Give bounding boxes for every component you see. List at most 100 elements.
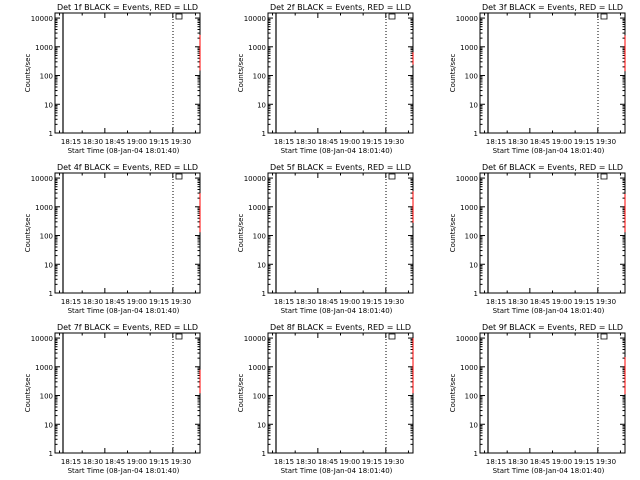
plot-frame <box>54 332 201 454</box>
y-tick-label: 10000 <box>456 15 478 23</box>
x-tick-label: 18:15 <box>274 298 294 306</box>
x-tick-label: 19:00 <box>340 298 360 306</box>
x-tick-label: 19:00 <box>127 298 147 306</box>
x-tick-label: 18:30 <box>508 138 528 146</box>
x-tick-label: 18:45 <box>105 458 125 466</box>
x-tick-label: 19:15 <box>149 458 169 466</box>
x-tick-label: 18:30 <box>83 458 103 466</box>
x-tick-label: 19:30 <box>384 298 404 306</box>
x-tick-label: 18:45 <box>105 138 125 146</box>
plot-frame <box>267 332 414 454</box>
y-tick-label: 10 <box>469 261 478 269</box>
x-axis-label: Start Time (08-Jan-04 18:01:40) <box>493 147 605 155</box>
marker-flag-icon <box>600 333 608 340</box>
x-tick-label: 19:30 <box>171 458 191 466</box>
x-tick-label: 18:30 <box>296 298 316 306</box>
x-axis-label: Start Time (08-Jan-04 18:01:40) <box>493 467 605 475</box>
y-tick-label: 1000 <box>35 364 53 372</box>
y-axis-label: Counts/sec <box>449 214 457 253</box>
x-tick-label: 19:30 <box>384 138 404 146</box>
panel-2: Det 2f BLACK = Events, RED = LLD 1 10 100 10… <box>237 3 414 155</box>
x-tick-label: 18:30 <box>83 138 103 146</box>
panel-9: Det 9f BLACK = Events, RED = LLD 1 10 100 10… <box>449 323 626 475</box>
plot-frame <box>479 332 626 454</box>
y-tick-label: 10000 <box>456 175 478 183</box>
marker-flag-icon <box>175 13 183 20</box>
y-tick-label: 10 <box>44 101 53 109</box>
plot-title: Det 4f BLACK = Events, RED = LLD <box>57 163 198 172</box>
y-tick-label: 10 <box>469 421 478 429</box>
y-tick-label: 100 <box>40 73 53 81</box>
y-tick-label: 1 <box>474 450 478 458</box>
y-tick-label: 10 <box>469 101 478 109</box>
x-axis-label: Start Time (08-Jan-04 18:01:40) <box>281 307 393 315</box>
y-tick-label: 10000 <box>244 335 266 343</box>
y-axis-label: Counts/sec <box>237 214 245 253</box>
marker-flag-icon <box>388 173 396 180</box>
panel-5: Det 5f BLACK = Events, RED = LLD 1 10 100 10… <box>237 163 414 315</box>
plot-title: Det 3f BLACK = Events, RED = LLD <box>482 3 623 12</box>
y-tick-label: 100 <box>253 73 266 81</box>
x-tick-label: 18:15 <box>61 298 81 306</box>
x-tick-label: 19:00 <box>340 458 360 466</box>
x-tick-label: 18:30 <box>508 458 528 466</box>
x-tick-label: 19:30 <box>384 458 404 466</box>
x-tick-label: 19:00 <box>127 458 147 466</box>
y-tick-label: 1000 <box>248 204 266 212</box>
y-tick-label: 1000 <box>460 204 478 212</box>
panel-8: Det 8f BLACK = Events, RED = LLD 1 10 100 10… <box>237 323 414 475</box>
y-tick-label: 100 <box>40 233 53 241</box>
y-tick-label: 1 <box>262 290 266 298</box>
y-axis-label: Counts/sec <box>449 374 457 413</box>
plot-frame <box>267 12 414 134</box>
plot-frame <box>54 12 201 134</box>
x-tick-label: 19:00 <box>552 138 572 146</box>
x-tick-label: 19:00 <box>127 138 147 146</box>
y-tick-label: 1 <box>262 450 266 458</box>
x-tick-label: 19:00 <box>552 458 572 466</box>
x-axis-label: Start Time (08-Jan-04 18:01:40) <box>281 147 393 155</box>
x-tick-label: 19:00 <box>552 298 572 306</box>
panel-6: Det 6f BLACK = Events, RED = LLD 1 10 100 10… <box>449 163 626 315</box>
y-tick-label: 100 <box>253 393 266 401</box>
plot-title: Det 7f BLACK = Events, RED = LLD <box>57 323 198 332</box>
x-tick-label: 18:45 <box>530 458 550 466</box>
y-tick-label: 100 <box>465 73 478 81</box>
x-tick-label: 18:15 <box>274 458 294 466</box>
x-tick-label: 18:15 <box>61 458 81 466</box>
x-tick-label: 18:45 <box>530 138 550 146</box>
panel-4: Det 4f BLACK = Events, RED = LLD 1 10 100 10… <box>24 163 201 315</box>
x-tick-label: 18:45 <box>318 458 338 466</box>
y-axis-label: Counts/sec <box>237 374 245 413</box>
y-axis-label: Counts/sec <box>237 54 245 93</box>
x-tick-label: 18:15 <box>61 138 81 146</box>
x-tick-label: 19:15 <box>149 298 169 306</box>
x-tick-label: 19:15 <box>574 138 594 146</box>
y-tick-label: 10000 <box>244 175 266 183</box>
y-tick-label: 1000 <box>35 44 53 52</box>
y-tick-label: 10000 <box>31 335 53 343</box>
plot-title: Det 1f BLACK = Events, RED = LLD <box>57 3 198 12</box>
panel-3: Det 3f BLACK = Events, RED = LLD 1 10 100 10… <box>449 3 626 155</box>
y-axis-label: Counts/sec <box>24 54 32 93</box>
y-tick-label: 1000 <box>248 364 266 372</box>
plot-frame <box>54 172 201 294</box>
plot-title: Det 2f BLACK = Events, RED = LLD <box>270 3 411 12</box>
x-tick-label: 18:15 <box>486 298 506 306</box>
x-axis-label: Start Time (08-Jan-04 18:01:40) <box>68 147 180 155</box>
x-tick-label: 19:30 <box>596 458 616 466</box>
x-tick-label: 18:15 <box>486 458 506 466</box>
y-tick-label: 10000 <box>31 15 53 23</box>
y-tick-label: 10 <box>44 421 53 429</box>
y-tick-label: 1 <box>49 290 53 298</box>
x-tick-label: 19:30 <box>596 138 616 146</box>
y-tick-label: 10 <box>44 261 53 269</box>
y-tick-label: 100 <box>465 233 478 241</box>
x-tick-label: 19:30 <box>596 298 616 306</box>
y-tick-label: 10000 <box>244 15 266 23</box>
x-tick-label: 19:15 <box>574 458 594 466</box>
plot-frame <box>479 172 626 294</box>
marker-flag-icon <box>600 173 608 180</box>
y-tick-label: 10 <box>257 421 266 429</box>
